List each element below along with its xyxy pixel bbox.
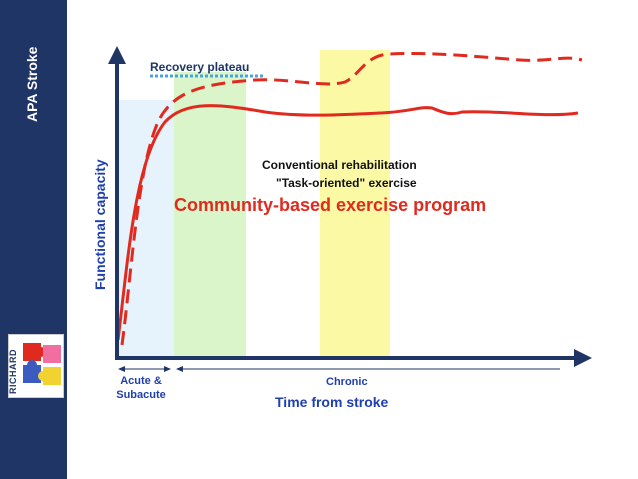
acute-period-arrow-left [118,366,125,372]
conventional-curve [116,104,579,341]
yellow-band [320,50,390,358]
sidebar: APA Stroke RICHARD [0,0,67,479]
puzzle-knob-blue [27,360,37,370]
y-axis-arrow [108,46,126,64]
green-band [174,72,246,358]
conventional-rehab-label: Conventional rehabilitation [262,158,417,172]
y-axis-label: Functional capacity [92,159,108,290]
puzzle-logo-icon [23,343,61,385]
chronic-period-arrow-left [176,366,183,372]
acute-band [118,100,174,358]
puzzle-knob-yellow [38,371,48,381]
puzzle-piece-red [23,343,41,361]
community-program-label: Community-based exercise program [174,195,487,215]
task-oriented-curve [120,51,583,346]
recovery-plateau-label: Recovery plateau [150,60,250,74]
x-axis-arrow [574,349,592,367]
acute-subacute-label: Acute & Subacute [116,375,166,401]
puzzle-piece-blue [23,365,41,383]
x-axis-label: Time from stroke [275,394,389,410]
puzzle-piece-yellow [43,367,61,385]
task-oriented-label: "Task-oriented" exercise [276,176,417,190]
acute-period-arrow-right [164,366,171,372]
logo [8,334,64,398]
puzzle-piece-pink [43,345,61,363]
chronic-label: Chronic [326,376,368,388]
